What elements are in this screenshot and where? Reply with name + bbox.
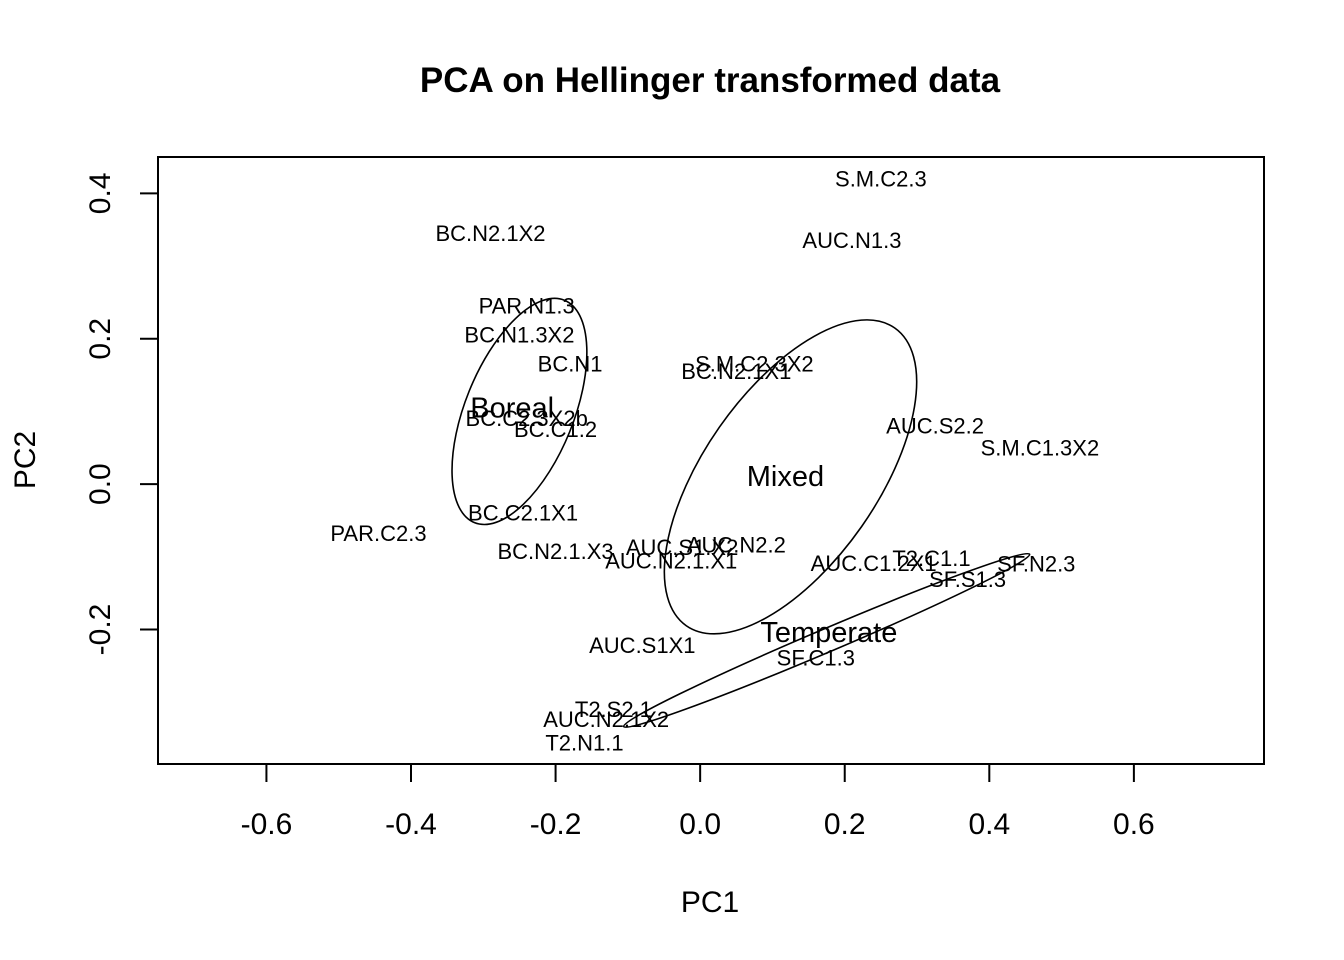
point-label: PAR.C2.3 <box>330 521 426 546</box>
y-tick-label: 0.2 <box>84 318 117 360</box>
point-label: S.M.C2.3 <box>835 166 927 191</box>
point-label: BC.N2.1X2 <box>435 221 545 246</box>
point-label: SF.C1.3 <box>777 645 855 670</box>
point-label: PAR.N1.3 <box>479 294 575 319</box>
y-tick-label: -0.2 <box>84 604 117 656</box>
point-label: BC.N2.1.X3 <box>497 539 613 564</box>
x-axis-label: PC1 <box>681 886 739 919</box>
point-label: BC.N1.3X2 <box>464 323 574 348</box>
group-ellipse-mixed <box>663 319 918 635</box>
point-label: S.M.C1.3X2 <box>981 435 1100 460</box>
plot-frame <box>157 156 1265 765</box>
chart-title: PCA on Hellinger transformed data <box>420 61 1001 100</box>
point-label: AUC.N1.3 <box>802 228 901 253</box>
group-ellipses <box>451 297 1031 729</box>
point-label: BC.N1 <box>538 352 603 377</box>
group-label-mixed: Mixed <box>747 461 824 493</box>
point-label: BC.C2.3X2b <box>466 406 588 431</box>
point-label: AUC.N2.2 <box>687 533 786 558</box>
x-tick-label: -0.6 <box>241 808 293 841</box>
x-tick-label: -0.4 <box>385 808 437 841</box>
group-ellipse-temperate <box>622 552 1031 729</box>
point-label: SF.S1.3 <box>929 567 1006 592</box>
point-label: BC.N2.1X1 <box>681 359 791 384</box>
point-label: AUC.S1.X2 <box>626 535 739 560</box>
y-tick-label: 0.4 <box>84 172 117 214</box>
point-label: AUC.N2.1.X1 <box>605 549 737 574</box>
x-tick-label: -0.2 <box>530 808 582 841</box>
point-label: SF.N2.3 <box>997 552 1075 577</box>
y-tick-label: 0.0 <box>84 463 117 505</box>
x-tick-label: 0.0 <box>679 808 721 841</box>
group-ellipse-boreal <box>451 297 588 526</box>
point-label: BC.C1.2 <box>514 417 597 442</box>
point-label: S.M.C2.3X2 <box>695 352 814 377</box>
y-axis-label: PC2 <box>9 431 42 489</box>
point-label: AUC.S1X1 <box>589 633 695 658</box>
point-label: BC.C2.1X1 <box>468 501 578 526</box>
x-tick-label: 0.2 <box>824 808 866 841</box>
point-label: AUC.N2.1X2 <box>543 707 669 732</box>
x-tick-label: 0.6 <box>1113 808 1155 841</box>
group-label-boreal: Boreal <box>470 393 554 425</box>
y-axis: -0.2 0.0 0.2 0.4 <box>84 172 158 655</box>
point-label: T2.C1.1 <box>892 546 970 571</box>
x-tick-label: 0.4 <box>968 808 1010 841</box>
point-label: AUC.S2.2 <box>886 413 984 438</box>
point-label: T2.S2.1 <box>575 697 652 722</box>
group-label-temperate: Temperate <box>760 617 897 649</box>
x-axis: -0.6 -0.4 -0.2 0.0 0.2 0.4 0.6 <box>241 763 1155 841</box>
point-labels: S.M.C2.3 AUC.N1.3 BC.N2.1X2 PAR.N1.3 BC.N1.3… <box>330 166 1099 755</box>
group-labels: Boreal Mixed Temperate <box>470 393 897 650</box>
point-label: T2.N1.1 <box>545 730 623 755</box>
point-label: AUC.C1.2X1 <box>811 551 937 576</box>
